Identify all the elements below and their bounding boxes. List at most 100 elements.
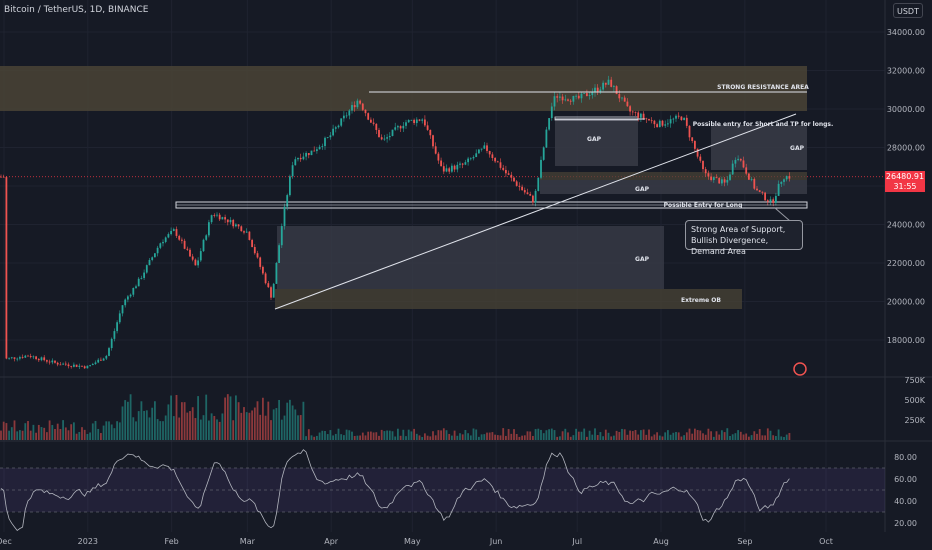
candle-body [118, 313, 121, 323]
candle-body [586, 93, 588, 97]
candle-body [340, 118, 343, 126]
volume-bar [440, 430, 442, 440]
candle-body [145, 265, 148, 273]
volume-bar [756, 433, 758, 440]
candle-body [718, 178, 721, 184]
volume-bar [108, 421, 110, 440]
candle-body [640, 113, 642, 118]
price-tick-label: 18000.00 [887, 336, 925, 345]
volume-bar [191, 407, 194, 440]
volume-bar [415, 433, 418, 440]
date-tick-label: Jul [571, 537, 582, 546]
candle-body [356, 100, 359, 108]
volume-bar [280, 419, 283, 440]
volume-bar [35, 432, 37, 440]
candle-body [683, 117, 685, 121]
annotation-label: GAP [635, 256, 650, 263]
candle-body [545, 129, 548, 148]
candle-body [723, 179, 726, 183]
annotation-zones [0, 66, 808, 309]
volume-bar [94, 420, 97, 440]
volume-bar [426, 435, 429, 440]
volume-bar [775, 436, 777, 440]
volume-bar [321, 430, 324, 440]
volume-bar [785, 434, 788, 440]
candle-body [604, 82, 607, 85]
volume-bar [604, 429, 607, 440]
candle-body [245, 231, 248, 233]
candle-body [672, 118, 675, 120]
currency-badge[interactable]: USDT [893, 3, 923, 18]
volume-bar [283, 415, 286, 440]
volume-bar [488, 432, 491, 440]
candle-body [56, 362, 59, 365]
candle-body [172, 229, 175, 231]
axes: 18000.0020000.0022000.0024000.0026000.00… [0, 28, 926, 546]
candle-body [656, 124, 658, 128]
candle-body [453, 165, 456, 170]
volume-bar [434, 435, 437, 440]
candle-body [73, 364, 75, 367]
candle-body [256, 253, 259, 258]
volume-bar [334, 433, 337, 440]
candle-body [550, 106, 553, 119]
volume-bar [615, 430, 618, 440]
volume-bar [480, 434, 483, 440]
volume-bar [731, 434, 734, 440]
volume-bar [518, 436, 521, 440]
volume-bar [329, 430, 332, 440]
candle-body [27, 355, 29, 357]
volume-bar [550, 428, 553, 440]
volume-bar [529, 431, 532, 440]
candle-body [764, 192, 766, 201]
volume-bar [623, 429, 626, 440]
candle-body [113, 331, 116, 339]
candle-body [59, 364, 62, 366]
volume-bar [140, 401, 143, 440]
candle-body [86, 365, 89, 369]
volume-bar [407, 429, 410, 440]
volume-bar [132, 417, 135, 440]
candle-body [248, 231, 251, 240]
volume-bar [318, 432, 321, 440]
volume-bar [712, 436, 715, 440]
annotation-label: GAP [635, 186, 650, 193]
volume-bar [696, 430, 699, 440]
volume-bar [81, 427, 83, 440]
candle-body [127, 296, 129, 300]
volume-bar [221, 413, 224, 440]
candle-body [658, 120, 661, 128]
candle-body [399, 126, 402, 129]
candle-body [788, 176, 791, 179]
candle-body [675, 115, 677, 119]
annotation-label: GAP [587, 136, 602, 143]
volume-bar [275, 408, 278, 440]
candle-body [302, 156, 305, 160]
volume-bar [669, 434, 672, 440]
candle-body [367, 113, 370, 120]
candle-body [316, 149, 318, 152]
candle-body [645, 118, 648, 120]
candle-body [235, 224, 237, 227]
candle-body [105, 355, 108, 359]
candle-body [81, 365, 83, 367]
candle-body [151, 257, 154, 260]
volume-bar [183, 402, 186, 440]
price-tick-label: 34000.00 [887, 28, 925, 37]
volume-bar [326, 434, 329, 440]
volume-bar [405, 436, 407, 440]
volume-bar [737, 430, 739, 440]
volume-bar [729, 436, 731, 440]
candle-body [667, 123, 669, 125]
candle-body [137, 278, 140, 287]
candle-body [745, 167, 748, 174]
candle-body [159, 243, 162, 248]
volume-bar [421, 436, 424, 440]
volume-bar [105, 421, 108, 440]
candle-body [402, 125, 405, 129]
candle-body [451, 165, 453, 172]
candle-body [729, 174, 731, 180]
volume-bar [264, 415, 267, 440]
volume-bar [299, 415, 302, 440]
